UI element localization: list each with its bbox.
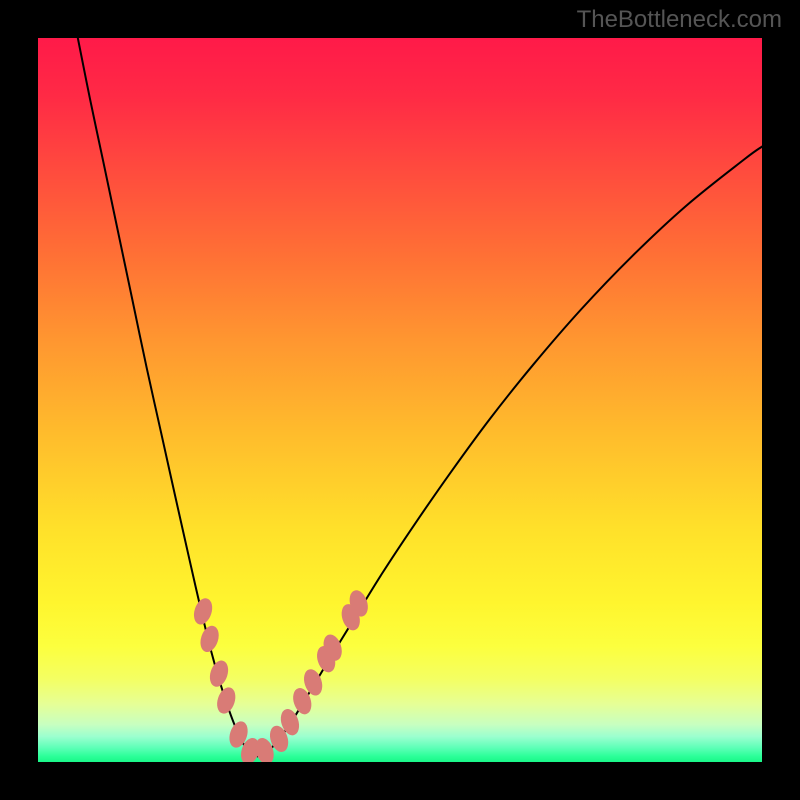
- plot-area: [38, 38, 762, 762]
- data-marker: [207, 659, 230, 689]
- bottleneck-curve-left: [78, 38, 258, 756]
- figure-root: TheBottleneck.com: [0, 0, 800, 800]
- watermark-text: TheBottleneck.com: [577, 6, 782, 34]
- data-marker: [198, 624, 221, 654]
- chart-svg: [38, 38, 762, 762]
- data-marker: [215, 686, 238, 716]
- data-marker: [191, 597, 214, 627]
